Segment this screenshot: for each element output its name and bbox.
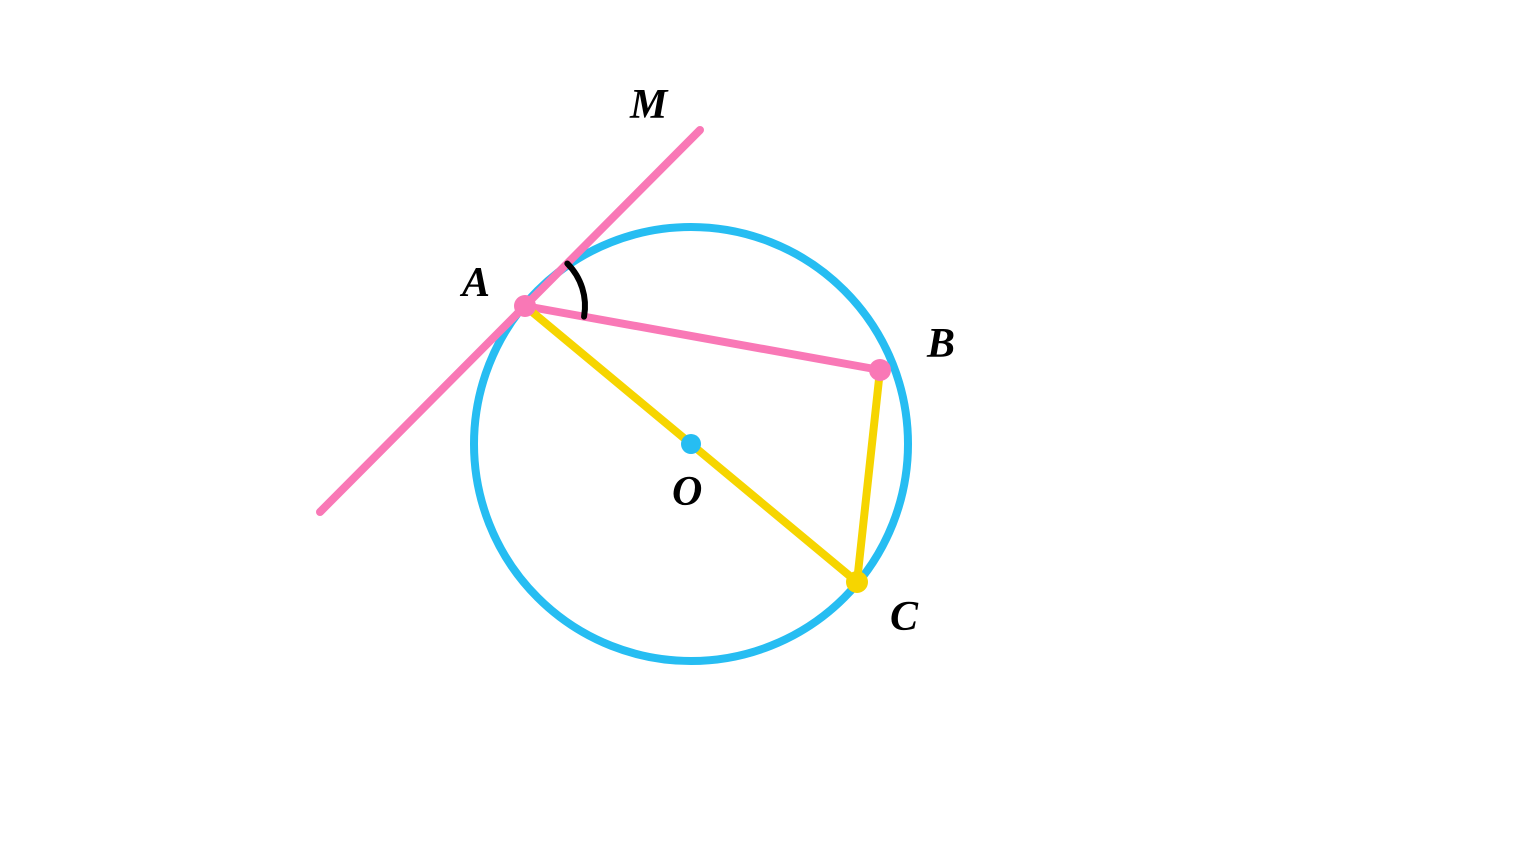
label-m: M bbox=[629, 82, 669, 128]
point-c bbox=[846, 571, 868, 593]
label-c: C bbox=[890, 594, 919, 640]
label-o: O bbox=[672, 469, 702, 515]
line-tangent-am bbox=[320, 130, 700, 512]
line-ab bbox=[525, 306, 880, 370]
point-a bbox=[514, 295, 536, 317]
label-b: B bbox=[926, 321, 955, 367]
label-a: A bbox=[459, 260, 490, 306]
angle-arc-mab bbox=[567, 263, 585, 316]
point-b bbox=[869, 359, 891, 381]
point-o bbox=[681, 434, 701, 454]
geometry-diagram: M A B C O bbox=[0, 0, 1536, 864]
